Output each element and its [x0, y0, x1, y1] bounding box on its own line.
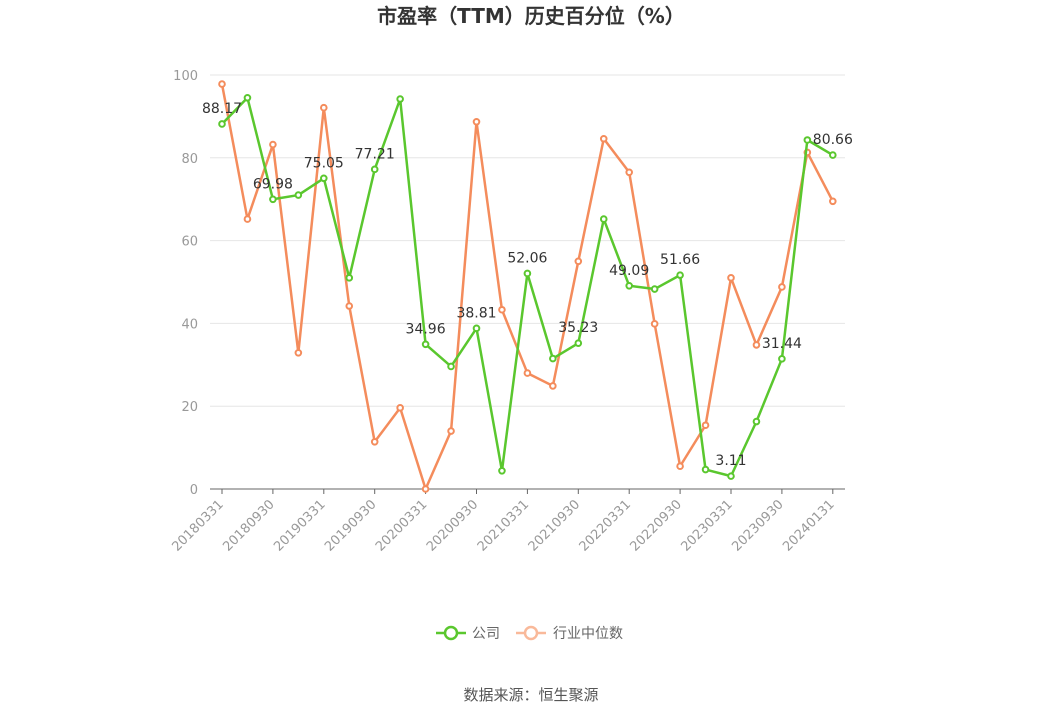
data-point-company[interactable]: [676, 271, 684, 279]
data-point-company[interactable]: [218, 120, 226, 128]
data-point-industry-median[interactable]: [370, 438, 379, 446]
x-tick-label: 20240131: [780, 497, 837, 554]
data-point-industry-median[interactable]: [472, 117, 481, 126]
source-note: 数据来源：恒生聚源: [463, 686, 598, 704]
data-point-company[interactable]: [523, 269, 532, 278]
y-tick-label: 40: [181, 317, 198, 332]
data-point-company[interactable]: [650, 285, 659, 293]
data-label: 69.98: [253, 176, 293, 192]
data-point-industry-median[interactable]: [523, 369, 532, 377]
data-point-industry-median[interactable]: [727, 274, 735, 282]
data-point-industry-median[interactable]: [218, 80, 226, 88]
data-point-company[interactable]: [421, 340, 430, 349]
data-point-industry-median[interactable]: [421, 485, 430, 493]
data-point-company[interactable]: [498, 466, 506, 475]
x-tick-label: 20220331: [577, 497, 634, 554]
y-tick-label: 0: [190, 483, 198, 498]
data-point-company[interactable]: [447, 362, 455, 371]
data-point-company[interactable]: [727, 472, 735, 480]
y-tick-label: 80: [181, 152, 198, 167]
data-point-industry-median[interactable]: [829, 197, 837, 206]
data-point-industry-median[interactable]: [243, 215, 252, 223]
data-point-company[interactable]: [829, 151, 837, 159]
data-point-company[interactable]: [625, 281, 634, 290]
data-label: 3.11: [715, 453, 746, 469]
data-point-company[interactable]: [396, 95, 404, 103]
data-point-company[interactable]: [778, 355, 786, 363]
data-label: 51.66: [660, 252, 700, 268]
data-label: 52.06: [507, 250, 547, 266]
data-label: 80.66: [813, 132, 853, 148]
legend-item-industry-median[interactable]: 行业中位数: [516, 625, 623, 642]
x-tick-label: 20180930: [220, 497, 277, 554]
data-label: 75.05: [304, 155, 344, 171]
data-point-company[interactable]: [472, 324, 481, 333]
data-point-company[interactable]: [549, 354, 557, 363]
data-point-industry-median[interactable]: [294, 348, 303, 357]
y-tick-label: 100: [173, 69, 198, 84]
legend-label-industry-median: 行业中位数: [553, 626, 623, 642]
data-point-industry-median[interactable]: [574, 257, 583, 266]
data-point-company[interactable]: [320, 174, 328, 183]
x-tick-label: 20230331: [678, 497, 735, 554]
y-tick-label: 60: [181, 235, 198, 250]
data-point-company[interactable]: [599, 215, 608, 223]
x-tick-label: 20210331: [475, 497, 532, 554]
data-point-company[interactable]: [574, 339, 583, 347]
data-point-company[interactable]: [345, 274, 354, 282]
series-line-industry-median: [220, 83, 834, 491]
data-label: 34.96: [406, 321, 446, 337]
data-point-industry-median[interactable]: [320, 103, 328, 112]
data-point-industry-median[interactable]: [498, 305, 506, 314]
data-point-industry-median[interactable]: [599, 134, 608, 143]
legend-marker-company: [443, 625, 459, 641]
series-layer: [218, 80, 837, 493]
data-point-industry-median[interactable]: [345, 302, 354, 310]
data-labels: 88.17 69.98 75.05 77.21 34.96 38.81 52.06 35.23…: [202, 101, 853, 469]
data-point-industry-median[interactable]: [396, 404, 404, 412]
grid: [210, 74, 845, 407]
data-point-industry-median[interactable]: [650, 320, 659, 328]
x-tick-label: 20230930: [729, 497, 786, 554]
data-label: 77.21: [355, 146, 395, 162]
data-label: 49.09: [609, 263, 649, 279]
x-tick-label: 20210930: [526, 497, 583, 554]
data-label: 38.81: [456, 305, 496, 321]
x-tick-label: 20200331: [373, 497, 430, 554]
data-point-company[interactable]: [752, 417, 761, 426]
series-industry-median: [218, 80, 837, 493]
chart-title: 市盈率（TTM）历史百分位（%）: [377, 4, 685, 28]
data-label: 31.44: [762, 336, 802, 352]
data-label: 88.17: [202, 101, 242, 117]
data-point-industry-median[interactable]: [752, 341, 761, 349]
legend-item-company[interactable]: 公司: [436, 625, 500, 642]
series-company: [218, 93, 837, 480]
data-point-industry-median[interactable]: [447, 427, 455, 435]
data-point-industry-median[interactable]: [676, 462, 684, 471]
data-point-industry-median[interactable]: [269, 140, 277, 149]
legend-label-company: 公司: [472, 626, 500, 642]
x-tick-label: 20200930: [424, 497, 481, 554]
x-tick-label: 20190930: [322, 497, 379, 554]
data-point-company[interactable]: [243, 93, 252, 102]
data-label: 35.23: [558, 320, 598, 336]
legend: 公司 行业中位数: [436, 625, 623, 642]
data-point-company[interactable]: [701, 465, 710, 474]
data-point-industry-median[interactable]: [625, 168, 634, 177]
data-point-company[interactable]: [370, 165, 379, 174]
y-tick-label: 20: [181, 400, 198, 415]
x-tick-label: 20180331: [169, 497, 226, 554]
data-point-industry-median[interactable]: [778, 283, 786, 291]
x-tick-label: 20190331: [271, 497, 328, 554]
data-point-industry-median[interactable]: [549, 382, 557, 390]
x-tick-label: 20220930: [628, 497, 685, 554]
data-point-company[interactable]: [294, 191, 303, 199]
data-point-industry-median[interactable]: [701, 421, 710, 430]
data-point-company[interactable]: [269, 195, 277, 204]
legend-marker-industry-median: [523, 625, 539, 641]
data-point-company[interactable]: [803, 136, 812, 144]
